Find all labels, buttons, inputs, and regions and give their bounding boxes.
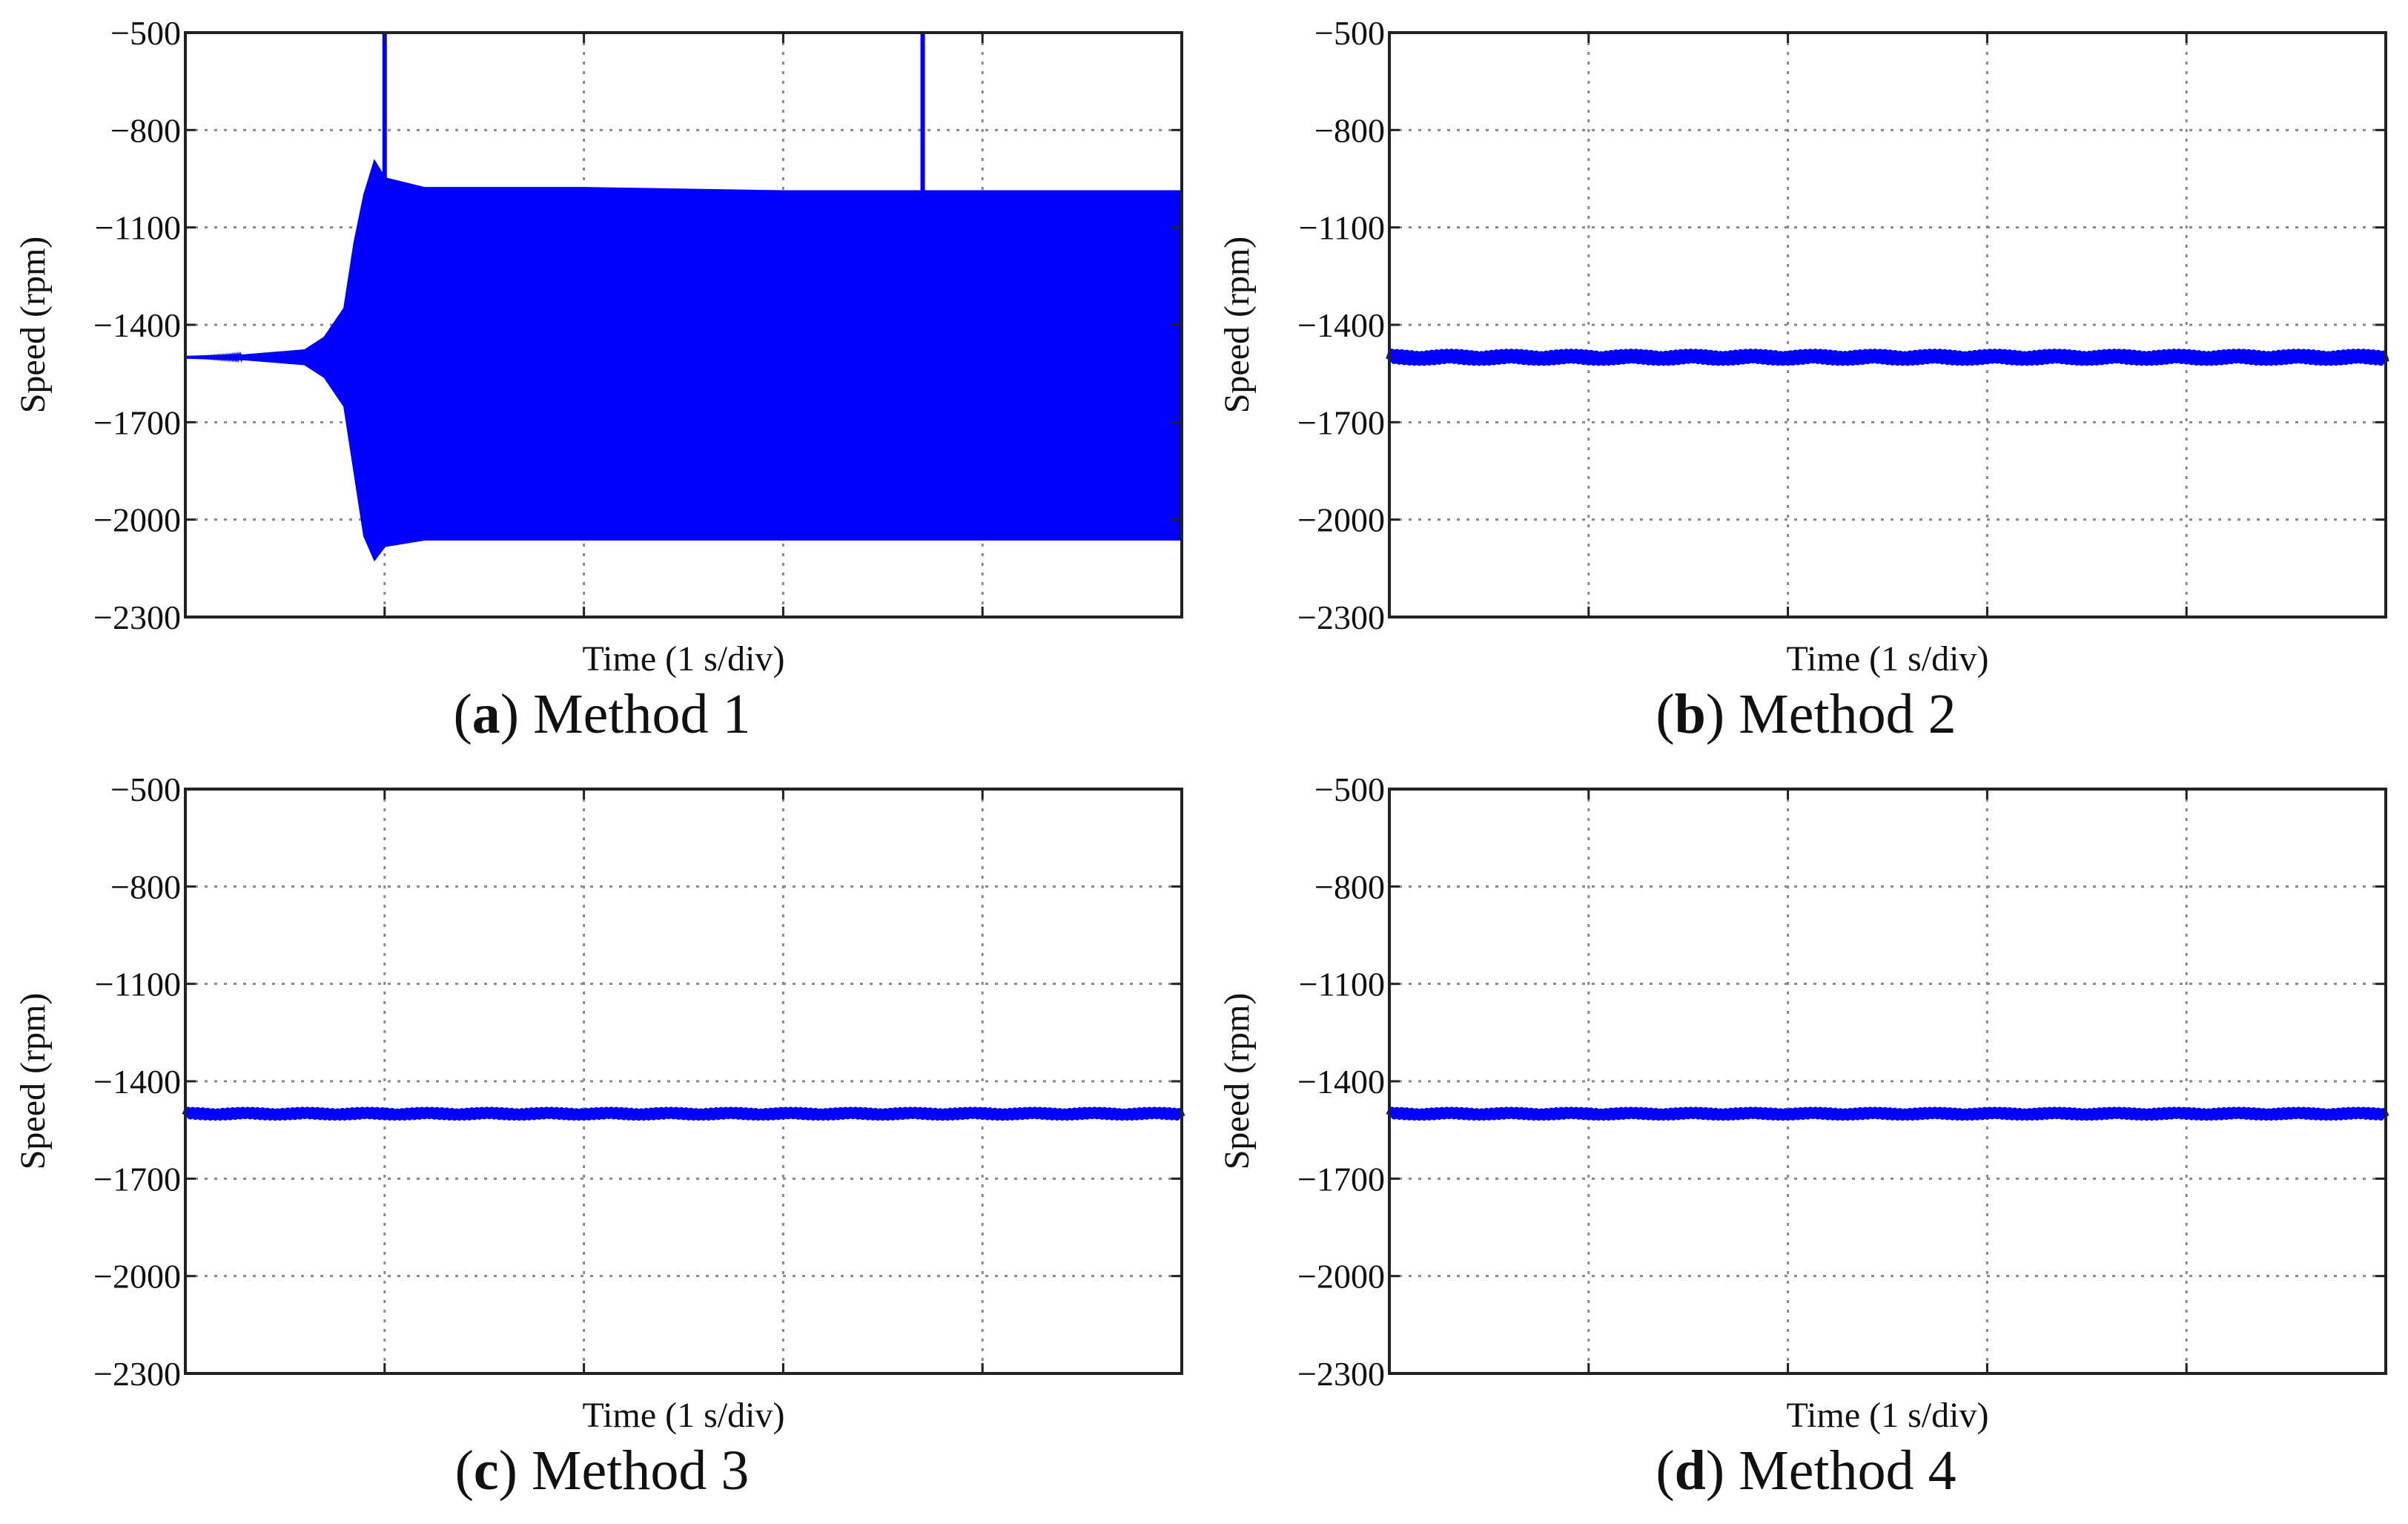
grid-d <box>1389 789 2386 1373</box>
plot-frame-b <box>1388 31 2387 618</box>
chart-a: −500 −800 −1100 −1400 −1700 −2000 −2300 Time (1… <box>13 14 1183 679</box>
series-envelope-a <box>185 159 1183 562</box>
y-tick-label: −1100 <box>1299 209 1385 247</box>
chart-c: −500 −800 −1100 −1400 −1700 −2000 −2300 Time (1… <box>13 771 1185 1435</box>
grid-c <box>185 789 1182 1373</box>
panel-letter-a: a <box>472 683 500 745</box>
y-axis-label: Speed (rpm) <box>1217 993 1257 1170</box>
y-tick-label: −2000 <box>1297 501 1385 539</box>
series-d <box>1386 1106 2389 1121</box>
y-tick-label: −1100 <box>95 209 181 247</box>
panel-letter-d: d <box>1674 1439 1706 1502</box>
panel-caption-a: (a) Method 1 <box>453 683 751 745</box>
y-tick-label: −500 <box>1314 14 1385 52</box>
ticks-b: −500 −800 −1100 −1400 −1700 −2000 −2300 <box>1297 14 2386 636</box>
panel-d: −500 −800 −1100 −1400 −1700 −2000 −2300 Time (1… <box>1204 756 2408 1513</box>
panel-caption-c: (c) Method 3 <box>454 1439 750 1502</box>
y-tick-label: −1400 <box>1297 306 1385 344</box>
grid-b <box>1389 33 2386 617</box>
y-tick-label: −1400 <box>93 306 181 344</box>
y-tick-label: −1400 <box>1297 1063 1385 1101</box>
panel-letter-c: c <box>473 1439 499 1502</box>
y-tick-label: −1100 <box>1299 966 1385 1003</box>
series-line-c <box>182 1106 1185 1121</box>
plot-frame-c <box>184 788 1183 1375</box>
panel-caption-text-b: Method 2 <box>1739 683 1956 745</box>
y-tick-label: −1700 <box>1297 1160 1385 1198</box>
series-a <box>185 33 1183 562</box>
panel-caption-text-a: Method 1 <box>533 683 751 745</box>
ticks-d: −500 −800 −1100 −1400 −1700 −2000 −2300 <box>1297 771 2386 1393</box>
x-axis-label: Time (1 s/div) <box>583 639 785 679</box>
x-axis-label: Time (1 s/div) <box>1787 639 1989 679</box>
y-tick-label: −2300 <box>1297 598 1385 636</box>
x-axis-label: Time (1 s/div) <box>1787 1396 1989 1435</box>
y-tick-label: −500 <box>110 771 181 808</box>
panel-letter-b: b <box>1674 683 1706 745</box>
panel-b: −500 −800 −1100 −1400 −1700 −2000 −2300 Time (1… <box>1204 0 2408 756</box>
series-b <box>1386 349 2389 366</box>
y-tick-label: −2000 <box>1297 1258 1385 1296</box>
panel-caption-b: (b) Method 2 <box>1656 683 1956 745</box>
y-tick-label: −500 <box>1314 771 1385 808</box>
y-tick-label: −500 <box>110 14 181 52</box>
y-tick-label: −800 <box>1314 868 1385 906</box>
panel-c: −500 −800 −1100 −1400 −1700 −2000 −2300 Time (1… <box>0 756 1204 1513</box>
panel-caption-text-c: Method 3 <box>531 1439 750 1502</box>
y-tick-label: −1700 <box>93 1160 181 1198</box>
ticks-c: −500 −800 −1100 −1400 −1700 −2000 −2300 <box>93 771 1182 1393</box>
chart-b: −500 −800 −1100 −1400 −1700 −2000 −2300 Time (1… <box>1217 14 2389 679</box>
x-axis-label: Time (1 s/div) <box>583 1396 785 1435</box>
panel-caption-text-d: Method 4 <box>1739 1439 1956 1502</box>
y-tick-label: −2000 <box>93 1258 181 1296</box>
series-c <box>182 1106 1185 1121</box>
y-tick-label: −1100 <box>95 966 181 1003</box>
panel-a: −500 −800 −1100 −1400 −1700 −2000 −2300 Time (1… <box>0 0 1204 756</box>
ticks-a: −500 −800 −1100 −1400 −1700 −2000 −2300 <box>93 14 1182 636</box>
y-tick-label: −1700 <box>93 403 181 441</box>
y-tick-label: −800 <box>1314 111 1385 149</box>
series-line-d <box>1386 1106 2389 1121</box>
y-tick-label: −2300 <box>93 1355 181 1393</box>
plot-frame-d <box>1388 788 2387 1375</box>
y-axis-label: Speed (rpm) <box>13 993 53 1170</box>
y-axis-label: Speed (rpm) <box>1217 237 1257 414</box>
panel-caption-d: (d) Method 4 <box>1656 1439 1956 1502</box>
y-tick-label: −2300 <box>93 598 181 636</box>
y-tick-label: −1400 <box>93 1063 181 1101</box>
y-tick-label: −2000 <box>93 501 181 539</box>
series-line-b <box>1386 349 2389 366</box>
y-tick-label: −2300 <box>1297 1355 1385 1393</box>
y-tick-label: −800 <box>110 868 181 906</box>
y-tick-label: −800 <box>110 111 181 149</box>
chart-d: −500 −800 −1100 −1400 −1700 −2000 −2300 Time (1… <box>1217 771 2389 1435</box>
y-tick-label: −1700 <box>1297 403 1385 441</box>
y-axis-label: Speed (rpm) <box>13 237 53 414</box>
